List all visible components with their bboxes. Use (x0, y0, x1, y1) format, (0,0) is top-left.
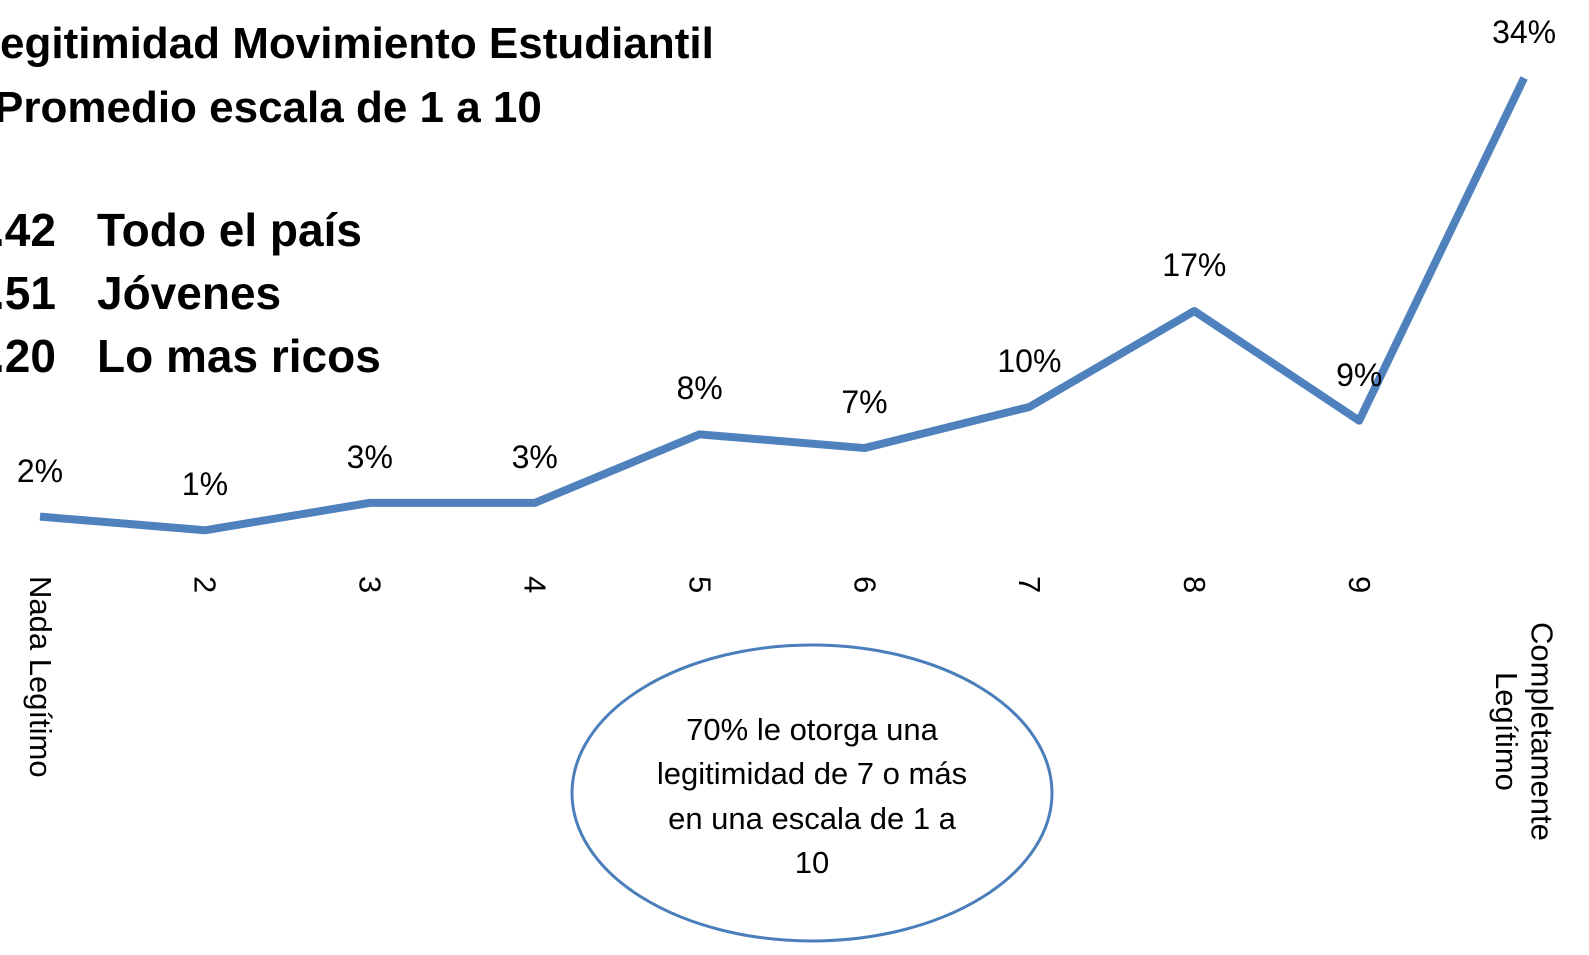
data-label: 1% (181, 466, 229, 503)
data-label: 7% (841, 384, 888, 421)
average-group: Todo el país (97, 204, 362, 256)
data-label: 10% (997, 342, 1062, 379)
data-label: 3% (511, 438, 558, 475)
x-tick-label: 3 (352, 576, 388, 594)
x-tick-label: 5 (682, 576, 718, 594)
average-number: .20 (0, 330, 56, 382)
average-group: Jóvenes (97, 267, 282, 319)
data-line (39, 76, 1528, 535)
annotation-text: 70% le otorga una legitimidad de 7 o más… (656, 712, 968, 880)
x-tick-label: Nada Legítimo (22, 576, 58, 778)
average-number: .51 (0, 267, 56, 319)
data-label: 9% (1336, 356, 1383, 393)
x-tick-label: 4 (517, 576, 553, 594)
x-tick-label: 6 (847, 576, 883, 594)
data-label: 8% (676, 370, 723, 407)
x-tick-label: 7 (1012, 576, 1048, 594)
chart-title: egitimidad Movimiento Estudiantil (0, 19, 714, 68)
data-label: 2% (16, 452, 64, 489)
x-tick-label: 8 (1177, 576, 1213, 594)
data-label: 3% (346, 438, 393, 475)
average-group: Lo mas ricos (97, 330, 381, 382)
data-label: 34% (1492, 14, 1557, 50)
x-tick-label: Completamente Legítimo (1489, 621, 1560, 841)
annotation-bubble (570, 643, 1054, 943)
chart-subtitle: Promedio escala de 1 a 10 (0, 83, 542, 132)
x-tick-label: 2 (187, 576, 223, 594)
x-tick-label: 9 (1342, 576, 1378, 594)
data-label: 17% (1162, 247, 1227, 283)
average-number: .42 (0, 204, 56, 256)
